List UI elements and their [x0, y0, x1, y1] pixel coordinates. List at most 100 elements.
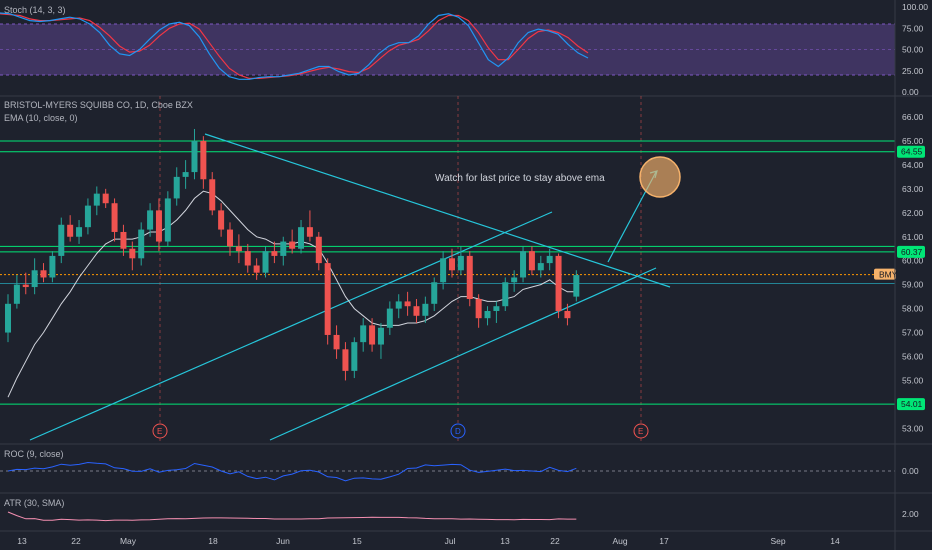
last-price-tag: BMY — [874, 268, 898, 280]
time-label: Jul — [445, 536, 456, 546]
candle-body — [49, 255, 56, 278]
candle-body — [546, 255, 553, 264]
level-tag-box — [897, 145, 925, 158]
candle-body — [67, 224, 74, 237]
trendlines[interactable] — [29, 133, 671, 441]
ema-line — [7, 190, 577, 398]
candle — [342, 342, 349, 381]
candle — [573, 270, 580, 302]
candle — [173, 167, 180, 206]
atr-pane[interactable]: ATR (30, SMA) 2.00 — [4, 498, 919, 522]
earnings-marker: E — [152, 423, 168, 439]
candle — [271, 241, 278, 264]
upper-trendline[interactable] — [204, 133, 671, 288]
candle-body — [386, 308, 393, 328]
candle — [511, 270, 518, 292]
candle-body — [164, 198, 171, 242]
stoch-tick: 50.00 — [902, 45, 924, 55]
candle-body — [298, 227, 305, 249]
earnings-marker-label: E — [157, 427, 162, 436]
candle-body — [40, 270, 47, 278]
time-label: May — [120, 536, 137, 546]
price-tick: 63.00 — [902, 184, 924, 194]
stoch-pane[interactable]: Stoch (14, 3, 3) 100.00 75.00 50.00 25.00 0.… — [0, 2, 928, 97]
candle-body — [155, 210, 162, 242]
stoch-d-line — [0, 13, 589, 80]
candle-body — [147, 210, 154, 230]
earnings-marker-circle — [450, 423, 466, 439]
candle-body — [84, 205, 91, 228]
candle-body — [111, 203, 118, 232]
time-label: 22 — [71, 536, 81, 546]
candle — [528, 246, 535, 276]
candle — [93, 186, 100, 216]
channel-lower-line[interactable] — [269, 267, 657, 441]
candle-body — [493, 306, 500, 311]
candle-body — [191, 140, 198, 173]
level-tag-box — [897, 245, 925, 258]
candle — [395, 294, 402, 319]
time-axis[interactable]: 13 22 May 18 Jun 15 Jul 13 22 Aug 17 Sep 14 — [17, 536, 840, 546]
candle-body — [58, 224, 65, 256]
candle-body — [200, 140, 207, 180]
candle — [253, 258, 260, 280]
earnings-marker-label: E — [638, 427, 643, 436]
candle — [377, 322, 384, 359]
candle-body — [280, 241, 287, 256]
candle-body — [413, 306, 420, 316]
time-label: 18 — [208, 536, 218, 546]
main-pane[interactable]: Watch for last price to stay above ema E… — [0, 96, 925, 444]
earnings-marker-label: D — [455, 427, 461, 436]
atr-tick: 2.00 — [902, 509, 919, 519]
svg-text:BMY: BMY — [879, 270, 898, 280]
candle — [502, 277, 509, 311]
earnings-marker-circle — [633, 423, 649, 439]
atr-line — [7, 511, 577, 522]
candle — [111, 198, 118, 242]
time-label: 14 — [830, 536, 840, 546]
price-tick: 65.00 — [902, 136, 924, 146]
candles — [5, 128, 580, 381]
candle-body — [324, 263, 331, 335]
earnings-marker: D — [450, 423, 466, 439]
candle — [218, 203, 225, 237]
candle-body — [102, 193, 109, 204]
price-tick: 66.00 — [902, 112, 924, 122]
target-circle[interactable] — [639, 156, 681, 198]
candle — [369, 318, 376, 352]
candle — [84, 198, 91, 235]
roc-pane[interactable]: ROC (9, close) 0.00 — [0, 449, 919, 482]
candle-body — [31, 270, 38, 288]
price-tick: 55.00 — [902, 375, 924, 385]
candle-body — [457, 255, 464, 271]
time-label: Aug — [612, 536, 627, 546]
candle-body — [244, 251, 251, 266]
stoch-label: Stoch (14, 3, 3) — [4, 5, 66, 15]
candle — [324, 258, 331, 345]
candle-body — [333, 334, 340, 350]
candle — [422, 296, 429, 323]
price-tick: 57.00 — [902, 328, 924, 338]
candle-body — [253, 265, 260, 273]
candle — [466, 251, 473, 307]
candle-body — [475, 299, 482, 319]
candle-body — [218, 210, 225, 230]
candle — [5, 294, 11, 343]
candle — [386, 301, 393, 335]
candle — [315, 231, 322, 271]
channel-upper-line[interactable] — [29, 211, 553, 441]
price-tick: 62.00 — [902, 208, 924, 218]
candle-body — [377, 327, 384, 345]
candle-body — [369, 325, 376, 345]
candle — [289, 229, 296, 254]
candle — [31, 258, 38, 295]
stoch-tick: 100.00 — [902, 2, 928, 12]
candle-body — [289, 241, 296, 249]
candle — [235, 234, 242, 264]
candle — [493, 301, 500, 323]
candle — [191, 128, 198, 180]
candle — [22, 272, 29, 295]
level-tag-box — [897, 398, 925, 411]
